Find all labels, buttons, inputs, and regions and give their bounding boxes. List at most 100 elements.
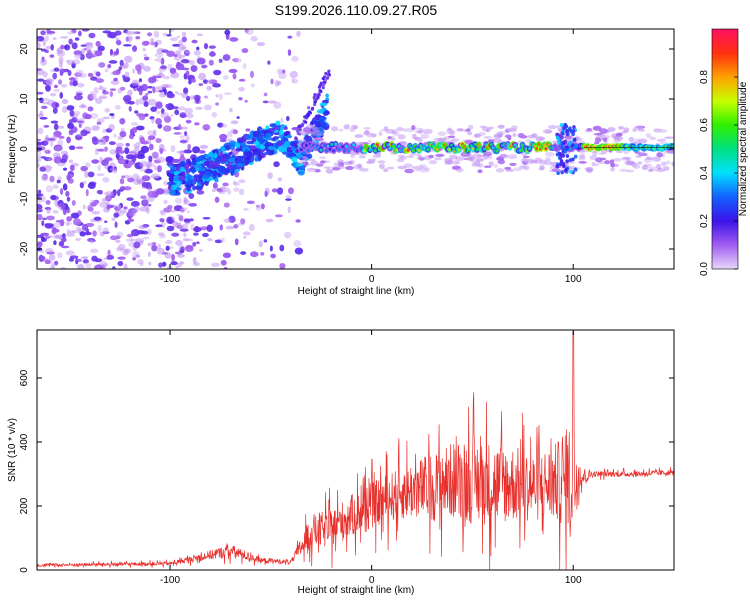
spectrogram-cell	[337, 159, 344, 164]
spectrogram-cell	[54, 145, 63, 152]
spectrogram-cell	[397, 134, 406, 140]
spectrogram-cell	[416, 165, 425, 170]
spectrogram-cell	[560, 145, 564, 150]
spectrogram-cell	[139, 136, 145, 144]
spectrogram-cell	[151, 118, 155, 124]
spectrogram-cell	[346, 149, 350, 153]
spectrogram-cell	[57, 252, 63, 259]
spectrogram-cell	[62, 208, 67, 216]
spectrogram-cell	[154, 52, 164, 58]
spectrogram-cell	[313, 97, 317, 102]
spectrogram-cell	[294, 247, 304, 255]
spectrogram-cell	[222, 182, 229, 187]
spectrogram-cell	[390, 136, 395, 140]
spectrogram-cell	[87, 106, 94, 112]
spectrogram-cell	[268, 145, 275, 151]
spectrogram-cell	[52, 107, 58, 114]
spectrogram-cell	[152, 86, 156, 94]
spectrogram-cell	[116, 231, 124, 238]
spectrogram-cell	[88, 32, 96, 39]
spectrogram-cell	[558, 162, 563, 167]
spectrogram-cell	[250, 70, 255, 79]
spectrogram-cell	[495, 132, 502, 136]
spectrogram-cell	[323, 110, 330, 116]
spectrogram-cell	[280, 123, 285, 131]
spectrogram-cell	[234, 238, 239, 246]
spectrogram-cell	[165, 245, 170, 251]
spectrogram-cell	[632, 164, 641, 169]
spectrogram-cell	[378, 131, 383, 136]
spectrogram-cell	[37, 141, 44, 146]
spectrogram-cell	[104, 157, 113, 162]
spectrogram-cell	[645, 155, 651, 161]
spectrogram-cell	[338, 164, 345, 170]
spectrogram-cell	[237, 155, 244, 163]
spectrogram-cell	[50, 194, 57, 201]
spectrogram-cell	[158, 89, 164, 93]
spectrogram-cell	[157, 123, 163, 129]
spectrogram-cell	[59, 68, 66, 74]
spectrogram-cell	[143, 101, 149, 108]
spectrogram-cell	[474, 160, 481, 165]
spectrogram-cell	[240, 218, 246, 225]
spectrogram-cell	[223, 266, 228, 269]
spectrogram-cell	[189, 95, 195, 100]
spectrogram-cell	[244, 150, 253, 157]
spectrogram-cell	[194, 185, 203, 190]
spectrogram-cell	[396, 126, 404, 132]
spectrogram-cell	[474, 133, 480, 137]
spectrogram-cell	[133, 143, 141, 148]
spectrogram-cell	[238, 78, 246, 82]
spectrogram-cell	[194, 122, 200, 126]
spectrogram-cell	[131, 127, 138, 134]
spectrogram-cell	[265, 125, 270, 130]
spectrogram-cell	[60, 44, 65, 50]
spectrogram-cell	[225, 225, 235, 230]
spectrogram-cell	[396, 158, 405, 163]
spectrogram-cell	[505, 169, 515, 172]
spectrogram-cell	[56, 179, 61, 184]
spectrogram-cell	[250, 83, 255, 88]
snr-ytick-label: 0	[19, 567, 30, 573]
spectrogram-cell	[82, 204, 86, 210]
spectrogram-ytick-label: 10	[19, 93, 30, 105]
spectrogram-cell	[316, 96, 320, 100]
spectrogram-cell	[108, 123, 115, 131]
spectrogram-cell	[274, 126, 279, 131]
spectrogram-cell	[279, 262, 286, 269]
spectrogram-cell	[156, 156, 166, 163]
spectrogram-cell	[81, 256, 89, 259]
spectrogram-cell	[542, 129, 553, 134]
spectrogram-cell	[313, 103, 317, 107]
spectrogram-cell	[154, 89, 159, 93]
spectrogram-cell	[72, 80, 78, 87]
spectrogram-cell	[271, 188, 278, 193]
spectrogram-cell	[68, 257, 75, 262]
spectrogram-cell	[57, 125, 65, 129]
spectrogram-cell	[137, 258, 144, 265]
spectrogram-cell	[37, 127, 44, 135]
spectrogram-cell	[224, 145, 230, 149]
spectrogram-cell	[141, 181, 149, 188]
spectrogram-cell	[455, 156, 465, 161]
spectrogram-cell	[664, 136, 674, 139]
spectrogram-cell	[109, 88, 117, 91]
spectrogram-cell	[178, 156, 187, 163]
spectrogram-cell	[171, 253, 175, 262]
spectrogram-cell	[435, 153, 445, 157]
spectrogram-cell	[89, 112, 99, 119]
spectrogram-cell	[123, 206, 128, 210]
spectrogram-cell	[125, 154, 135, 160]
spectrogram-cell	[108, 31, 117, 39]
spectrogram-cell	[46, 251, 55, 255]
spectrogram-cell	[388, 146, 392, 150]
spectrogram-cell	[139, 206, 149, 212]
spectrogram-cell	[293, 240, 302, 247]
spectrogram-cell	[119, 178, 125, 185]
spectrogram-cell	[204, 95, 208, 99]
spectrogram-cell	[220, 237, 225, 243]
spectrogram-cell	[655, 163, 662, 170]
spectrogram-cell	[277, 140, 283, 147]
spectrogram-cell	[218, 58, 223, 63]
spectrogram-cell	[109, 113, 115, 117]
